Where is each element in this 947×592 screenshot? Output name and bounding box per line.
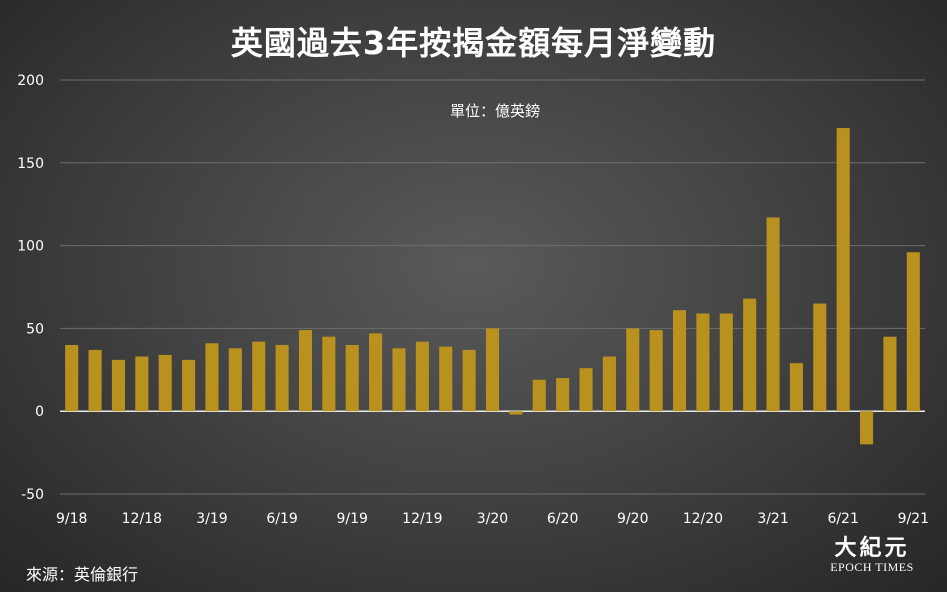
bar-9-20 — [626, 328, 640, 412]
x-tick-label: 9/21 — [898, 511, 929, 527]
bar-11-19 — [392, 348, 406, 412]
bar-10-18 — [88, 349, 102, 412]
y-tick-label: 0 — [35, 404, 44, 420]
bar-7-19 — [298, 330, 313, 412]
bar-3-20 — [485, 328, 500, 412]
bar-8-21 — [883, 336, 897, 412]
x-tick-label: 12/19 — [402, 511, 442, 527]
bar-12-20 — [696, 313, 710, 412]
source-note: 來源：英倫銀行 — [26, 565, 139, 584]
bar-4-21 — [789, 363, 803, 412]
x-axis: 9/18 12/18 3/19 6/19 9/19 12/19 3/20 6/20 9/20 12… — [56, 511, 929, 527]
y-tick-label: 200 — [17, 73, 44, 89]
bar-2-19 — [182, 359, 196, 412]
bar-5-19 — [252, 341, 266, 412]
bar-9-19 — [345, 344, 359, 412]
bar-4-19 — [228, 348, 242, 412]
x-tick-label: 9/19 — [337, 511, 368, 527]
grid-lines — [60, 79, 925, 495]
bar-6-19 — [275, 344, 289, 412]
y-tick-label: 150 — [17, 156, 44, 172]
y-axis: -50 0 50 100 150 200 — [17, 73, 44, 503]
bar-9-18 — [65, 344, 79, 412]
bar-7-21 — [860, 411, 874, 445]
epoch-times-logo: 大紀元 EPOCH TIMES — [816, 536, 928, 574]
x-tick-label: 3/19 — [196, 511, 227, 527]
x-tick-label: 6/19 — [266, 511, 297, 527]
x-tick-label: 12/20 — [683, 511, 723, 527]
x-tick-label: 9/18 — [56, 511, 87, 527]
bar-2-20 — [462, 349, 476, 412]
bar-12-18 — [135, 356, 149, 412]
x-tick-label: 3/20 — [477, 511, 508, 527]
bar-8-20 — [602, 356, 616, 412]
bar-12-19 — [415, 341, 429, 412]
bar-7-20 — [579, 368, 593, 412]
bar-11-18 — [111, 359, 125, 412]
x-tick-label: 6/20 — [547, 511, 578, 527]
bar-1-21 — [719, 313, 733, 412]
bar-3-19 — [205, 343, 219, 412]
chart-title: 英國過去3年按揭金額每月淨變動 — [230, 24, 717, 62]
bar-1-20 — [439, 346, 453, 412]
bar-6-20 — [556, 378, 570, 412]
x-tick-label: 6/21 — [827, 511, 858, 527]
logo-english: EPOCH TIMES — [830, 560, 914, 574]
bar-10-20 — [649, 330, 663, 412]
bar-10-19 — [369, 333, 383, 412]
bar-5-21 — [813, 303, 827, 412]
bar-2-21 — [743, 298, 757, 412]
bar-11-20 — [672, 310, 687, 412]
y-tick-label: -50 — [21, 487, 44, 503]
logo-chinese: 大紀元 — [834, 535, 910, 561]
bar-8-19 — [322, 336, 336, 412]
bar-1-19 — [158, 354, 172, 412]
bar-3-21 — [766, 217, 780, 412]
y-tick-label: 100 — [17, 239, 44, 255]
bars — [65, 128, 920, 445]
unit-label: 單位：億英鎊 — [450, 102, 541, 120]
bar-4-20 — [509, 411, 523, 415]
bar-9-21 — [906, 252, 920, 412]
y-tick-label: 50 — [26, 321, 44, 337]
x-tick-label: 9/20 — [617, 511, 648, 527]
bar-6-21 — [836, 128, 850, 412]
bar-5-20 — [532, 379, 546, 412]
x-tick-label: 3/21 — [757, 511, 788, 527]
x-tick-label: 12/18 — [122, 511, 162, 527]
